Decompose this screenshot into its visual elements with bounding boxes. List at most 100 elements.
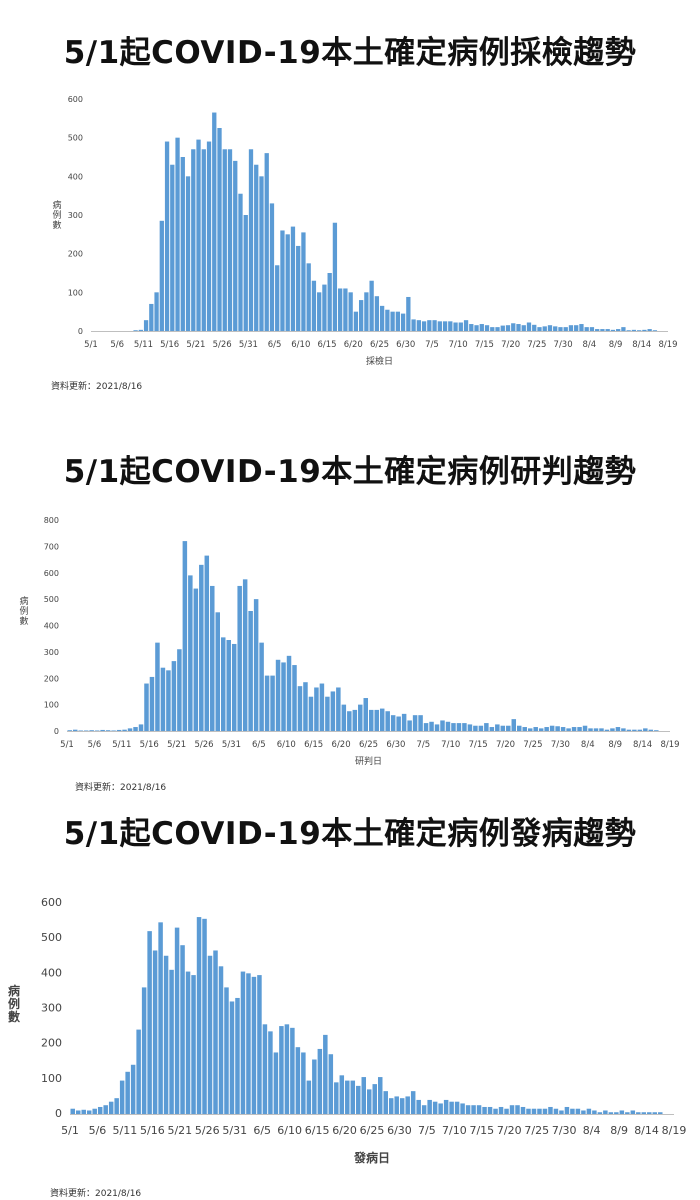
bar-7-27	[548, 1106, 553, 1114]
x-tick-label: 8/4	[582, 340, 596, 350]
y-tick-label: 500	[44, 595, 59, 604]
bar-5-29	[238, 193, 243, 331]
bar-8-9	[619, 1110, 625, 1114]
bar-8-6	[600, 329, 605, 331]
bar-7-30	[560, 727, 566, 731]
bar-7-23	[526, 322, 532, 331]
x-tick-label: 8/14	[633, 740, 652, 750]
x-tick-label: 5/21	[186, 340, 205, 350]
x-tick-label: 6/30	[387, 1124, 412, 1137]
bar-5-19	[169, 969, 174, 1114]
x-tick-label: 5/31	[239, 340, 258, 350]
x-tick-label: 5/11	[113, 1124, 138, 1137]
bar-5-18	[163, 955, 169, 1114]
bar-8-2	[581, 1110, 586, 1114]
bar-7-19	[500, 725, 506, 731]
bar-6-8	[279, 1026, 284, 1114]
bar-7-16	[490, 327, 495, 331]
bar-6-26	[377, 1077, 383, 1114]
bar-7-13	[474, 325, 479, 331]
bar-7-21	[516, 324, 521, 331]
bar-6-3	[264, 153, 269, 331]
bar-8-13	[637, 729, 643, 731]
bar-6-13	[306, 1080, 312, 1114]
x-tick-label: 7/10	[442, 1124, 467, 1137]
bar-8-12	[632, 729, 637, 731]
x-tick-label: 5/26	[195, 1124, 220, 1137]
bar-5-25	[199, 564, 204, 731]
bar-5-21	[196, 139, 201, 331]
bar-6-29	[400, 313, 406, 331]
bar-7-28	[549, 725, 555, 731]
x-tick-label: 5/11	[112, 740, 131, 750]
bar-6-16	[319, 683, 325, 731]
bar-6-27	[383, 1091, 388, 1114]
x-tick-label: 5/21	[167, 1124, 192, 1137]
bar-7-2	[407, 720, 412, 731]
bar-7-18	[500, 325, 505, 331]
bar-5-12	[127, 728, 133, 731]
bar-7-15	[484, 325, 490, 331]
bar-7-11	[456, 723, 462, 731]
bar-8-16	[652, 330, 658, 331]
bar-5-28	[218, 966, 224, 1114]
bar-5-1	[70, 1108, 75, 1114]
chart-2-update-note: 資料更新：2021/8/16	[75, 783, 167, 793]
bar-6-11	[292, 665, 297, 731]
x-tick-label: 7/5	[425, 340, 439, 350]
bar-5-15	[164, 141, 170, 331]
bar-6-17	[338, 288, 343, 331]
bar-6-26	[385, 309, 390, 331]
bar-8-15	[648, 729, 654, 731]
bar-6-21	[347, 711, 352, 731]
bar-6-10	[301, 232, 306, 331]
bar-5-30	[229, 1001, 235, 1114]
bar-5-11	[143, 320, 149, 331]
bar-5-21	[180, 945, 185, 1114]
bar-8-7	[605, 329, 610, 331]
bar-7-1	[401, 713, 407, 731]
bar-8-14	[643, 728, 648, 731]
bar-8-4	[589, 327, 595, 331]
bar-8-10	[621, 728, 626, 731]
bar-7-10	[454, 1101, 460, 1114]
bar-6-10	[290, 1027, 295, 1114]
y-tick-label: 300	[68, 211, 83, 220]
bar-6-23	[358, 704, 363, 732]
bar-5-17	[175, 137, 180, 331]
y-tick-label: 500	[41, 931, 62, 944]
y-tick-label: 400	[44, 622, 59, 631]
bar-5-13	[133, 727, 138, 731]
bar-7-7	[434, 724, 440, 731]
bar-5-16	[149, 676, 155, 731]
bar-8-2	[579, 324, 584, 331]
bar-7-6	[437, 321, 442, 331]
x-tick-label: 6/30	[396, 340, 415, 350]
bar-7-28	[553, 1108, 559, 1114]
bar-5-28	[233, 160, 238, 331]
bar-6-28	[385, 711, 390, 731]
x-tick-label: 8/9	[609, 340, 623, 350]
bar-7-29	[555, 726, 560, 731]
bar-6-25	[372, 1084, 377, 1114]
bar-5-30	[226, 640, 231, 731]
bar-5-26	[207, 955, 213, 1114]
bar-6-23	[361, 1077, 367, 1114]
bar-8-8	[614, 1112, 619, 1114]
x-tick-label: 6/20	[332, 740, 351, 750]
bar-8-6	[603, 1110, 608, 1114]
bar-8-6	[599, 728, 604, 731]
x-tick-label: 5/31	[222, 740, 241, 750]
bar-6-1	[237, 585, 242, 731]
bar-6-6	[268, 1031, 273, 1114]
x-tick-label: 5/6	[89, 1124, 107, 1137]
bar-7-5	[423, 723, 429, 731]
bar-7-14	[473, 725, 478, 731]
bar-7-27	[544, 727, 549, 731]
bar-7-20	[506, 725, 511, 731]
bar-6-7	[273, 1052, 279, 1114]
bar-7-18	[495, 724, 500, 731]
x-tick-label: 7/25	[523, 740, 542, 750]
x-tick-label: 8/19	[660, 740, 679, 750]
x-tick-label: 7/25	[524, 1124, 549, 1137]
